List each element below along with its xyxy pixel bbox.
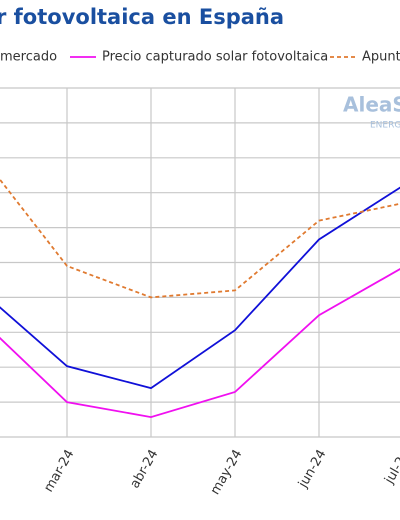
x-tick-label: jul-24 <box>382 447 400 487</box>
legend-label: mercado <box>0 50 57 65</box>
chart-title: r fotovoltaica en España <box>0 5 284 29</box>
series-line <box>0 178 400 299</box>
x-tick-label: mar-24 <box>41 447 77 495</box>
x-tick-label: abr-24 <box>128 447 162 491</box>
series-line <box>0 186 400 390</box>
series-line <box>0 268 400 419</box>
x-tick-label: may-24 <box>208 447 246 497</box>
legend-label: Apunta <box>362 50 400 65</box>
logo: AleaS <box>343 93 400 117</box>
x-tick-label: jun-24 <box>295 447 329 491</box>
legend-label: Precio capturado solar fotovoltaica <box>102 50 328 65</box>
logo-sub: ENERG <box>370 121 400 131</box>
